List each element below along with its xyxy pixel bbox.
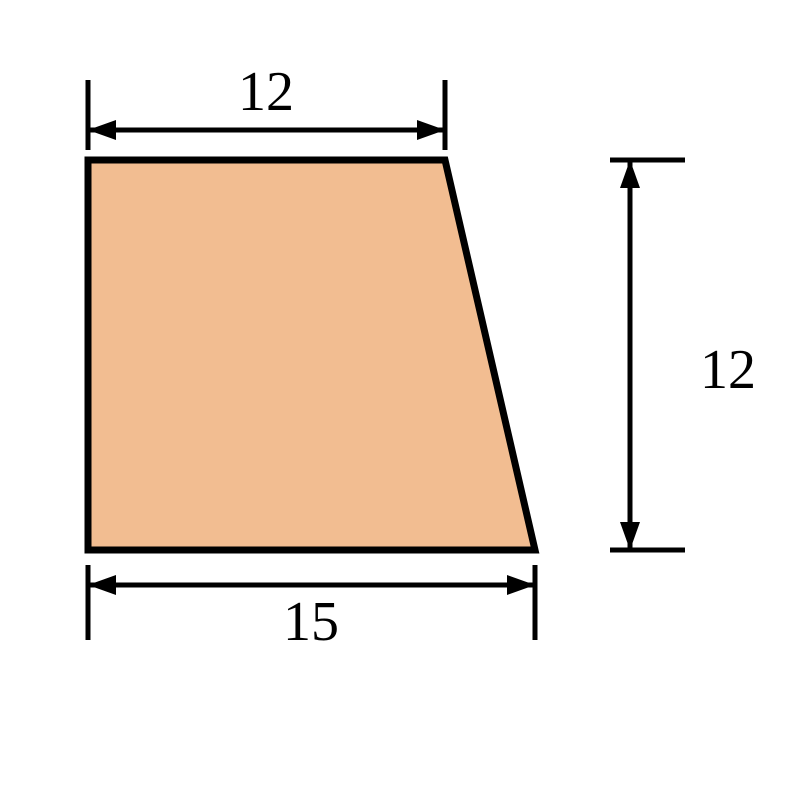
diagram-canvas: 12 15 12: [0, 0, 800, 800]
dimension-bottom-label: 15: [283, 591, 339, 653]
diagram-svg: 12 15 12: [0, 0, 800, 800]
dimension-right-label: 12: [700, 339, 756, 401]
dimension-top-label: 12: [238, 61, 294, 123]
